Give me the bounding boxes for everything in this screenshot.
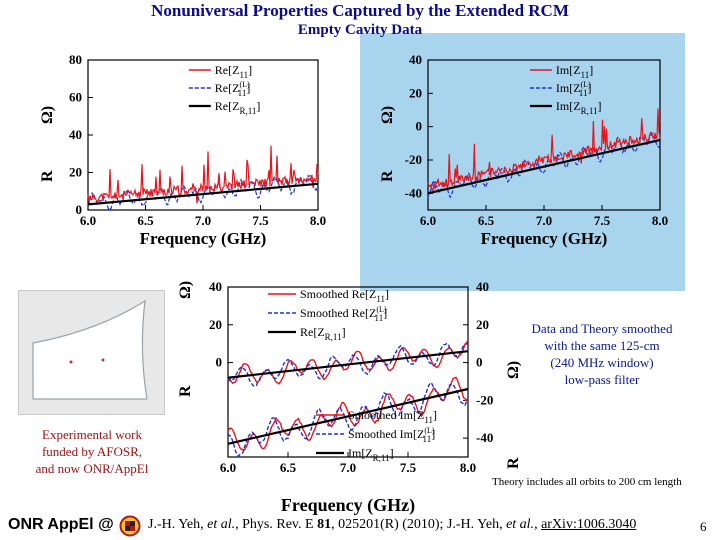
- x-axis-label: Frequency (GHz): [140, 229, 267, 248]
- smoothing-note-line: (240 MHz window): [550, 355, 654, 370]
- x-tick-label: 7.0: [195, 213, 211, 228]
- reference-etal: et al.: [207, 517, 236, 532]
- y-axis-label-unit: Ω): [39, 106, 56, 124]
- legend-label: Smoothed Re[Z11]: [300, 287, 389, 304]
- legend-label: Re[ZR,11]: [300, 325, 346, 342]
- chart-imag-part-raw: 6.0 6.5 7.0 7.5 8.0 -40 -20 0 20 40 Im[Z11]Im[Z(L)…: [379, 52, 668, 248]
- series-line-re-zr-11-: [87, 182, 319, 206]
- y-tick-label: 20: [69, 165, 82, 180]
- footer-org: ONR AppEl @: [8, 516, 114, 533]
- x-tick-label: 8.0: [460, 460, 476, 475]
- reference-text: ,: [534, 517, 542, 532]
- x-tick-label: 6.5: [478, 213, 495, 228]
- y-axis-label: R: [177, 385, 194, 397]
- series-line-re-z11-: [87, 145, 319, 204]
- series-line-im-zr-11-: [227, 387, 469, 445]
- plot-frame: [427, 59, 661, 211]
- legend-label: Smoothed Re[Z(L) 11]: [300, 305, 387, 323]
- x-tick-label: 8.0: [310, 213, 326, 228]
- reference-etal: et al.: [506, 517, 535, 532]
- y-axis-label-unit: Ω): [177, 281, 194, 299]
- y-tick-label: 80: [69, 52, 82, 67]
- y-axis-label-right-unit: Ω): [505, 361, 522, 379]
- arxiv-link[interactable]: arXiv:1006.3040: [541, 517, 637, 532]
- x-tick-label: 7.0: [340, 460, 356, 475]
- legend-label: Im[Z(L) 11]: [556, 80, 592, 98]
- x-tick-label: 7.5: [594, 213, 611, 228]
- y-tick-label: 20: [409, 85, 422, 100]
- y-tick-label: 0: [416, 119, 423, 134]
- legend-label: Re[ZR,11]: [215, 99, 261, 116]
- y-tick-label-right: 20: [476, 317, 489, 332]
- y-tick-label-right: -40: [476, 430, 493, 445]
- y-axis-label-right: R: [505, 457, 522, 469]
- smoothing-note: Data and Theory smoothed with the same 1…: [512, 320, 692, 388]
- x-tick-label: 7.0: [536, 213, 552, 228]
- university-seal-icon: [119, 515, 141, 537]
- funding-note-line: Experimental work: [42, 427, 142, 442]
- y-axis-label: R: [39, 170, 56, 182]
- reference-volume: 81: [317, 517, 332, 532]
- legend-label: Im[Z11]: [556, 63, 593, 80]
- y-tick-label-right: -20: [476, 392, 493, 407]
- y-tick-label-right: 40: [476, 279, 489, 294]
- smoothing-note-line: Data and Theory smoothed: [531, 321, 673, 336]
- reference-text: , 025201(R) (2010); J.-H. Yeh,: [331, 517, 507, 532]
- y-tick-label: 40: [409, 52, 422, 67]
- legend-label: Im[ZR,11]: [348, 446, 394, 463]
- cavity-shape-icon: [32, 299, 148, 400]
- x-tick-label: 6.5: [280, 460, 297, 475]
- slide-subtitle: Empty Cavity Data: [297, 22, 423, 38]
- x-tick-label: 6.0: [80, 213, 96, 228]
- smoothing-note-line: low-pass filter: [564, 372, 640, 387]
- x-tick-label: 6.0: [420, 213, 436, 228]
- page-number: 6: [700, 519, 707, 534]
- y-tick-label-right: 0: [476, 355, 483, 370]
- x-tick-label: 6.5: [137, 213, 154, 228]
- smoothing-note-line: with the same 125-cm: [544, 338, 660, 353]
- funding-note-line: and now ONR/AppEl: [35, 461, 149, 476]
- y-axis-label: R: [379, 170, 396, 182]
- legend-label: Im[ZR,11]: [556, 99, 602, 116]
- y-tick-label: 60: [69, 90, 82, 105]
- series-line-re-zr-11-: [227, 350, 469, 379]
- series-line-smoothed-im-z-l-11-: [227, 381, 469, 458]
- y-tick-label: 40: [69, 127, 82, 142]
- x-axis-label: Frequency (GHz): [281, 495, 415, 516]
- series-line-smoothed-re-z-l-11-: [227, 342, 469, 387]
- x-tick-label: 7.5: [252, 213, 269, 228]
- cavity-schematic: [18, 290, 165, 415]
- legend-label: Smoothed Im[Z(L) 11]: [348, 426, 435, 444]
- series-line-im-zr-11-: [427, 138, 661, 195]
- x-tick-label: 6.0: [220, 460, 236, 475]
- series-line-smoothed-im-z11-: [227, 376, 469, 451]
- funding-note: Experimental work funded by AFOSR, and n…: [12, 426, 172, 477]
- y-tick-label: 0: [76, 202, 83, 217]
- slide-title: Nonuniversal Properties Captured by the …: [151, 1, 569, 20]
- series-line-smoothed-re-z11-: [227, 339, 469, 385]
- reference-citation: J.-H. Yeh, et al., Phys. Rev. E 81, 0252…: [148, 517, 718, 533]
- x-tick-label: 8.0: [652, 213, 668, 228]
- funding-note-line: funded by AFOSR,: [41, 444, 143, 459]
- reference-text: , Phys. Rev. E: [235, 517, 318, 532]
- legend-label: Re[Z11]: [215, 63, 252, 80]
- y-axis-label-unit: Ω): [379, 106, 396, 124]
- series-line-im-z11-: [427, 108, 661, 192]
- legend-label: Re[Z(L) 11]: [215, 80, 251, 98]
- orbits-note: Theory includes all orbits to 200 cm len…: [492, 476, 682, 488]
- y-tick-label: -40: [405, 185, 422, 200]
- x-axis-label: Frequency (GHz): [481, 229, 608, 248]
- chart-real-part-raw: 6.0 6.5 7.0 7.5 8.0 0 20 40 60 80 Re[Z11]Re[Z(L) 11…: [39, 52, 326, 248]
- y-tick-label: 20: [209, 317, 222, 332]
- chart-smoothed: 6.0 6.5 7.0 7.5 8.0 0 20 40 -40 -20 0 20 40 Smoothed …: [177, 279, 522, 516]
- reference-text: J.-H. Yeh,: [148, 517, 208, 532]
- y-tick-label: 0: [216, 355, 223, 370]
- legend-label: Smoothed Im[Z11]: [348, 408, 437, 425]
- x-tick-label: 7.5: [400, 460, 417, 475]
- y-tick-label: 40: [209, 279, 222, 294]
- y-tick-label: -20: [405, 152, 422, 167]
